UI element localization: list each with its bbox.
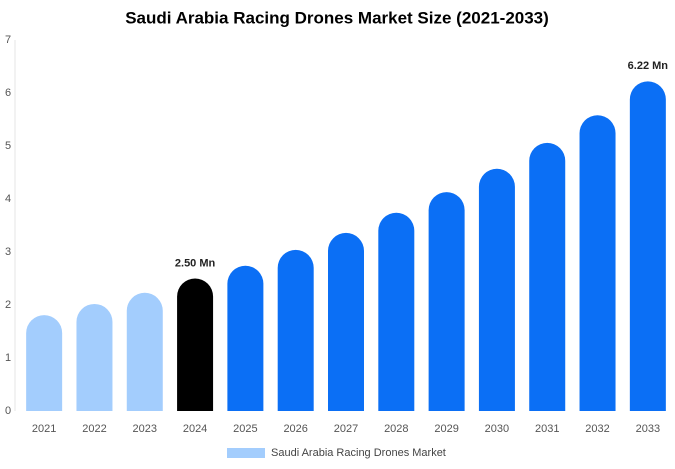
x-tick-label: 2022: [82, 423, 106, 435]
chart-title: Saudi Arabia Racing Drones Market Size (…: [125, 8, 549, 27]
y-tick-label: 7: [5, 34, 11, 46]
y-tick-label: 5: [5, 140, 11, 152]
bar: [579, 115, 616, 411]
legend-swatch: [227, 448, 265, 458]
x-tick-label: 2027: [334, 423, 358, 435]
x-tick-label: 2032: [585, 423, 609, 435]
bar: [478, 168, 515, 411]
x-tick-label: 2030: [485, 423, 509, 435]
bar: [328, 232, 365, 411]
x-tick-label: 2029: [434, 423, 458, 435]
x-tick-label: 2025: [233, 423, 257, 435]
legend-label: Saudi Arabia Racing Drones Market: [271, 447, 446, 459]
y-tick-label: 0: [5, 405, 11, 417]
value-label: 6.22 Mn: [628, 60, 669, 72]
bar: [529, 142, 566, 412]
bar: [26, 315, 63, 411]
x-tick-label: 2021: [32, 423, 56, 435]
value-label: 2.50 Mn: [175, 257, 216, 269]
y-tick-label: 6: [5, 87, 11, 99]
x-tick-label: 2026: [283, 423, 307, 435]
bar: [76, 303, 113, 411]
bar: [428, 192, 465, 411]
bar: [378, 212, 415, 411]
x-tick-label: 2023: [133, 423, 157, 435]
x-tick-label: 2033: [636, 423, 660, 435]
bar: [629, 81, 666, 412]
x-tick-label: 2028: [384, 423, 408, 435]
y-tick-label: 2: [5, 299, 11, 311]
x-tick-label: 2024: [183, 423, 207, 435]
bar: [227, 265, 264, 411]
y-tick-label: 3: [5, 246, 11, 258]
y-tick-label: 1: [5, 352, 11, 364]
y-tick-label: 4: [5, 193, 11, 205]
bar: [177, 278, 214, 411]
bar: [277, 249, 314, 411]
bar: [126, 292, 163, 411]
x-tick-label: 2031: [535, 423, 559, 435]
